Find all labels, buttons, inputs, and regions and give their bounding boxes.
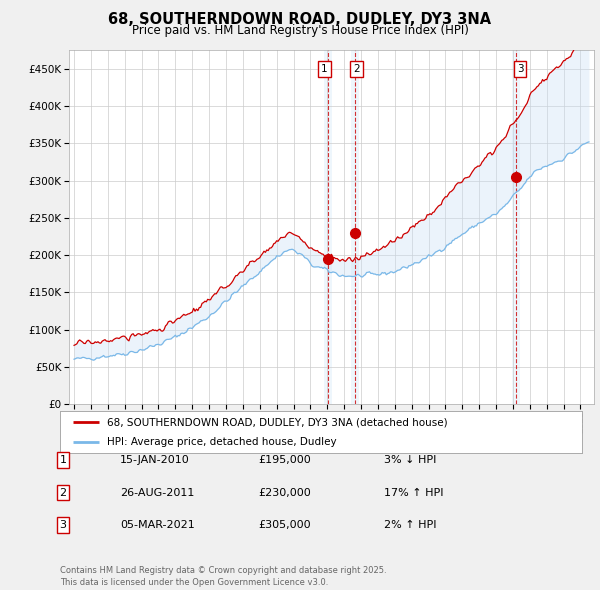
Bar [351,50,359,404]
Text: 3% ↓ HPI: 3% ↓ HPI [384,455,436,465]
Text: Price paid vs. HM Land Registry's House Price Index (HPI): Price paid vs. HM Land Registry's House … [131,24,469,37]
Text: £305,000: £305,000 [258,520,311,530]
Text: 2% ↑ HPI: 2% ↑ HPI [384,520,437,530]
Text: 3: 3 [517,64,523,74]
Text: 2: 2 [353,64,360,74]
Text: 05-MAR-2021: 05-MAR-2021 [120,520,195,530]
Text: 3: 3 [59,520,67,530]
Bar [324,50,332,404]
Text: £195,000: £195,000 [258,455,311,465]
Text: 2: 2 [59,488,67,497]
Text: 1: 1 [321,64,328,74]
Text: HPI: Average price, detached house, Dudley: HPI: Average price, detached house, Dudl… [107,437,337,447]
Text: 68, SOUTHERNDOWN ROAD, DUDLEY, DY3 3NA: 68, SOUTHERNDOWN ROAD, DUDLEY, DY3 3NA [109,12,491,27]
Text: 15-JAN-2010: 15-JAN-2010 [120,455,190,465]
Bar [512,50,520,404]
Text: £230,000: £230,000 [258,488,311,497]
Text: Contains HM Land Registry data © Crown copyright and database right 2025.
This d: Contains HM Land Registry data © Crown c… [60,566,386,587]
Text: 1: 1 [59,455,67,465]
Text: 68, SOUTHERNDOWN ROAD, DUDLEY, DY3 3NA (detached house): 68, SOUTHERNDOWN ROAD, DUDLEY, DY3 3NA (… [107,417,448,427]
Text: 17% ↑ HPI: 17% ↑ HPI [384,488,443,497]
Text: 26-AUG-2011: 26-AUG-2011 [120,488,194,497]
